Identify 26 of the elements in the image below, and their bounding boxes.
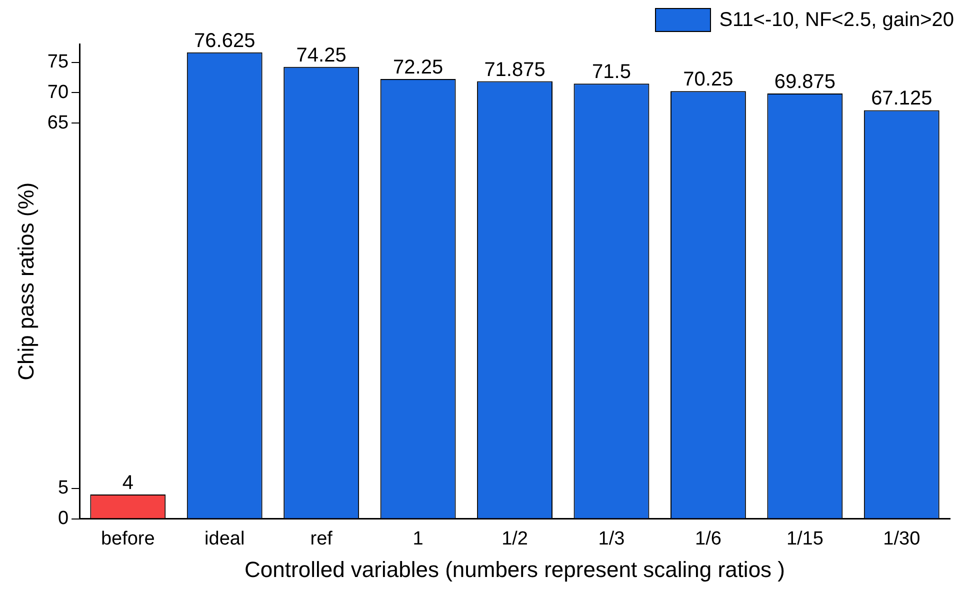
data-label: 67.125 bbox=[871, 88, 932, 110]
x-tick-label: before bbox=[100, 528, 155, 550]
x-tick-label: 1/15 bbox=[786, 528, 824, 550]
data-label: 4 bbox=[122, 472, 134, 494]
text: S11<-10, NF<2.5, gain>20 bbox=[719, 8, 954, 32]
y-tick-label: 65 bbox=[47, 112, 69, 134]
x-tick-label: 1/3 bbox=[598, 528, 625, 550]
x-tick-label: 1/6 bbox=[694, 528, 722, 550]
y-tick-label: 0 bbox=[58, 508, 69, 530]
data-label: 69.875 bbox=[774, 70, 836, 93]
y-tick-label: 70 bbox=[47, 82, 69, 103]
data-label: 70.25 bbox=[683, 68, 734, 91]
x-tick-label: ref bbox=[310, 528, 334, 550]
y-axis-title: Chip pass ratios (%) bbox=[13, 182, 38, 380]
y-tick-label: 5 bbox=[58, 478, 69, 499]
x-tick-label: 1/30 bbox=[883, 528, 920, 550]
x-tick-label: 1/2 bbox=[502, 528, 528, 550]
x-tick-label: 1 bbox=[412, 528, 424, 550]
x-tick-label: ideal bbox=[204, 528, 245, 550]
data-label: 71.5 bbox=[592, 61, 631, 84]
data-label: 71.875 bbox=[484, 58, 546, 81]
data-label: 76.625 bbox=[194, 30, 256, 52]
y-tick-label: 75 bbox=[47, 51, 69, 72]
x-axis-title: Controlled variables (numbers represent scaling ratios ) bbox=[244, 556, 785, 582]
data-label: 74.25 bbox=[296, 44, 346, 66]
data-label: 72.25 bbox=[393, 56, 444, 79]
